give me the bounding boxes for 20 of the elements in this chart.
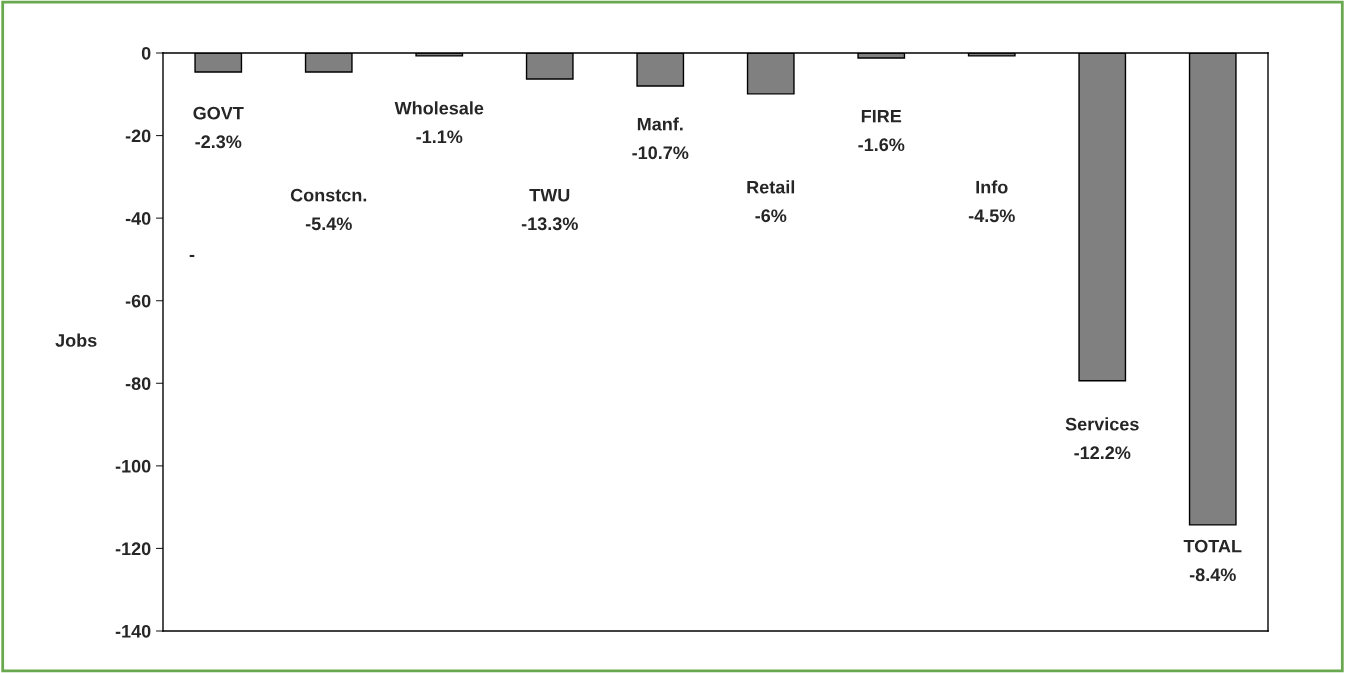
y-tick-label: -60 — [125, 294, 151, 308]
y-tick-label: -20 — [125, 129, 151, 143]
x-tick-label: TOTAL -8.4% — [1183, 539, 1242, 582]
x-tick-label: Info -4.5% — [968, 180, 1015, 223]
x-tick-label: Services -12.2% — [1065, 417, 1139, 460]
y-tick-label: -40 — [125, 212, 151, 225]
x-tick-label: Retail -6% — [747, 180, 795, 223]
y-tick-label: -80 — [125, 377, 151, 391]
y-tick-label: 0 — [141, 46, 151, 60]
x-tick-label: TWU -13.3% — [521, 188, 578, 231]
x-tick-label: Constcn. -5.4% — [290, 188, 367, 231]
y-tick-label: -120 — [115, 542, 151, 556]
y-tick-label: -100 — [115, 459, 151, 473]
y-axis-title: Jobs — [55, 333, 97, 347]
x-tick-label: Manf. -10.7% — [632, 117, 689, 160]
x-tick-label: GOVT -2.3% — [193, 106, 244, 149]
x-tick-label: Wholesale -1.1% — [394, 101, 484, 144]
annotation: - — [189, 254, 195, 258]
x-tick-label: FIRE -1.6% — [858, 109, 905, 152]
y-tick-label: -140 — [115, 624, 151, 638]
